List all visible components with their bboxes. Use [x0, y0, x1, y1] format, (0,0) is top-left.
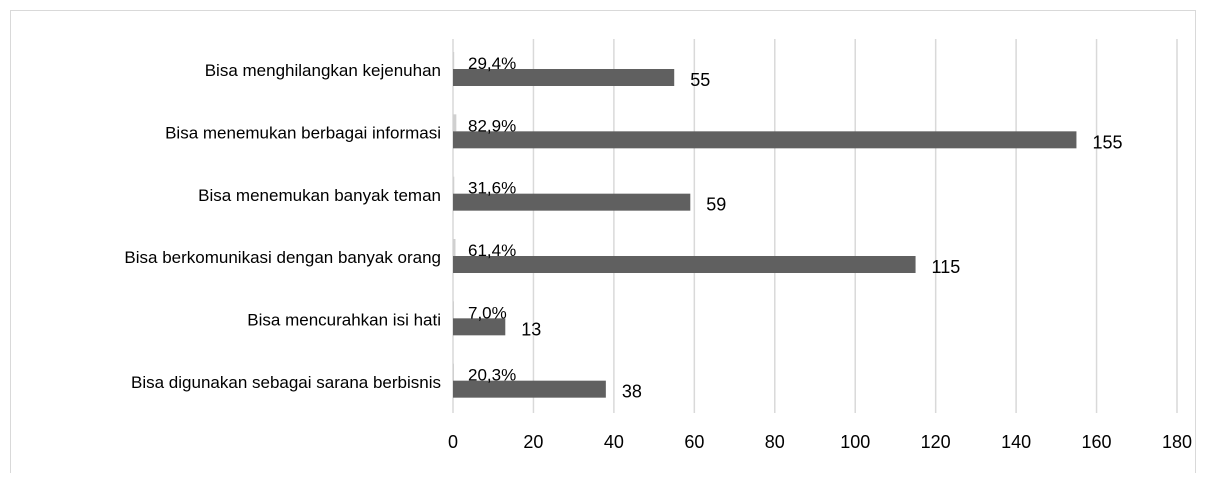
x-tick-label-160: 160 [1082, 432, 1112, 452]
bar-count-1 [453, 69, 675, 86]
percent-label-5: 7,0% [468, 303, 507, 322]
chart-frame: 0 20 40 60 80 100 120 140 160 180 Bisa menghilangk… [10, 10, 1196, 473]
bar-count-5 [453, 318, 506, 336]
category-label-1: Bisa menghilangkan kejenuhan [205, 61, 441, 80]
bar-percent-3 [453, 176, 455, 194]
bar-percent-6 [453, 363, 454, 381]
bar-count-6 [453, 380, 606, 398]
x-tick-label-20: 20 [523, 432, 543, 452]
category-label-2: Bisa menemukan berbagai informasi [165, 124, 441, 143]
category-label-5: Bisa mencurahkan isi hati [247, 311, 441, 330]
x-tick-label-140: 140 [1001, 432, 1031, 452]
x-tick-label-80: 80 [765, 432, 785, 452]
bar-chart: 0 20 40 60 80 100 120 140 160 180 Bisa menghilangk… [124, 39, 1192, 452]
percent-label-6: 20,3% [468, 366, 516, 385]
bars [453, 52, 1077, 398]
percent-label-2: 82,9% [468, 116, 516, 135]
count-label-4: 115 [932, 257, 961, 277]
category-label-4: Bisa berkomunikasi dengan banyak orang [124, 248, 441, 267]
bar-count-3 [453, 193, 691, 211]
bar-count-4 [453, 256, 916, 273]
x-tick-label-40: 40 [604, 432, 624, 452]
gridlines [452, 39, 1178, 413]
count-label-2: 155 [1092, 132, 1122, 152]
x-tick-label-180: 180 [1162, 432, 1192, 452]
count-label-3: 59 [706, 195, 726, 215]
category-label-6: Bisa digunakan sebagai sarana berbisnis [131, 373, 441, 392]
x-tick-label-100: 100 [840, 432, 870, 452]
count-label-5: 13 [521, 319, 541, 339]
percent-label-4: 61,4% [468, 241, 516, 260]
bar-percent-4 [453, 239, 456, 256]
x-tick-label-0: 0 [448, 432, 458, 452]
bar-percent-5 [453, 301, 454, 319]
percent-label-1: 29,4% [468, 54, 516, 73]
bar-count-2 [453, 131, 1077, 149]
bar-percent-1 [453, 52, 455, 69]
x-tick-label-60: 60 [684, 432, 704, 452]
count-label-1: 55 [690, 70, 710, 90]
x-tick-label-120: 120 [921, 432, 951, 452]
count-label-6: 38 [622, 382, 642, 402]
bar-percent-2 [453, 114, 457, 132]
category-label-3: Bisa menemukan banyak teman [198, 186, 441, 205]
percent-label-3: 31,6% [468, 179, 516, 198]
labels: 0 20 40 60 80 100 120 140 160 180 Bisa menghilangk… [124, 54, 1192, 452]
